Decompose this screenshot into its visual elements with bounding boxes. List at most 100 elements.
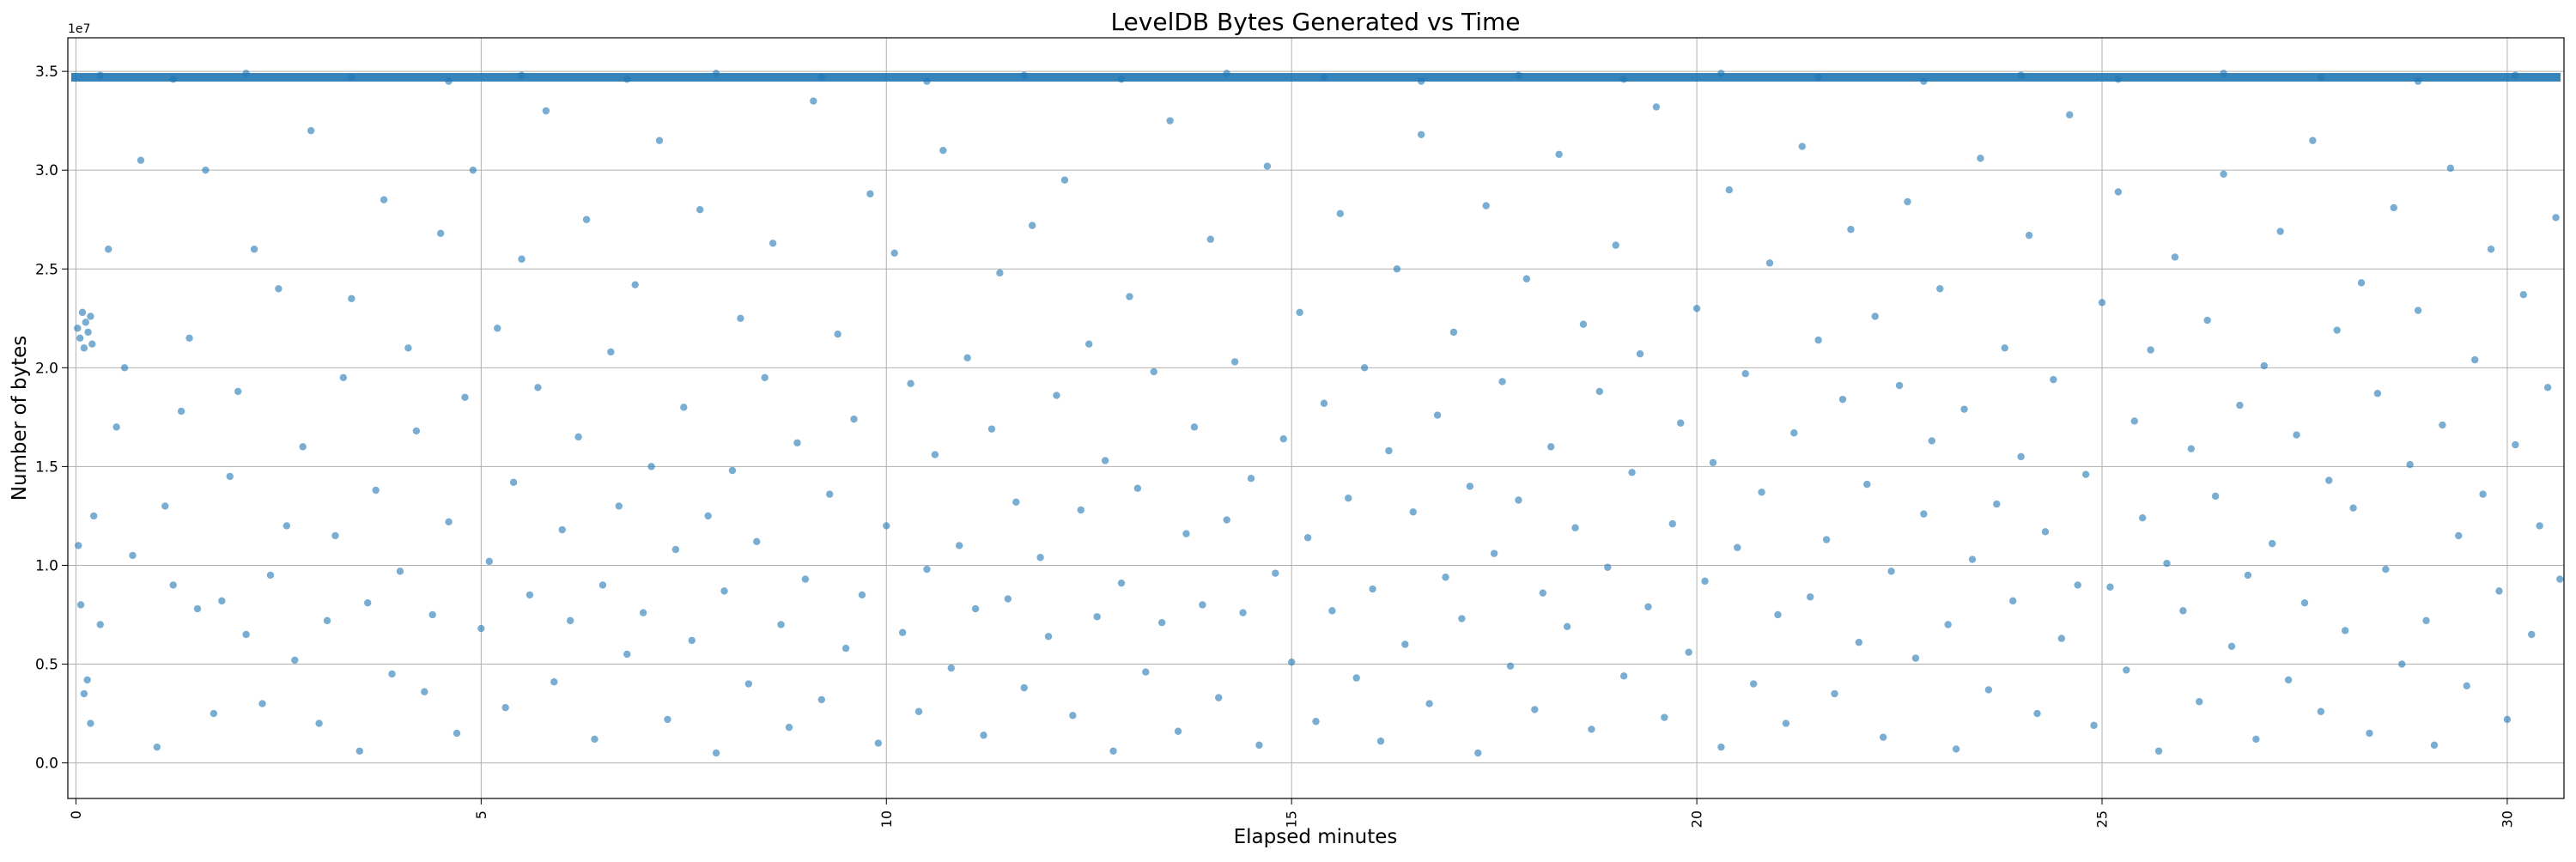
data-point <box>680 404 688 411</box>
data-point <box>2512 440 2519 449</box>
data-point <box>87 719 94 727</box>
data-point <box>283 522 291 530</box>
data-point <box>1223 70 1230 77</box>
data-point <box>1579 320 1588 328</box>
data-point <box>428 610 436 619</box>
data-point <box>1677 419 1685 427</box>
data-point <box>1053 392 1060 399</box>
data-point <box>2066 111 2074 118</box>
x-tick-label: 15 <box>1284 810 1300 828</box>
data-point <box>2430 741 2439 750</box>
data-point <box>923 77 931 85</box>
data-point <box>355 747 363 755</box>
data-point <box>2179 607 2187 615</box>
data-point <box>469 166 477 174</box>
data-point <box>971 604 980 613</box>
data-point <box>1320 399 1328 407</box>
data-point <box>2057 634 2066 642</box>
data-point <box>242 630 250 639</box>
data-point <box>169 581 177 589</box>
data-point <box>2211 492 2220 501</box>
data-point <box>1652 103 1661 111</box>
data-point <box>1701 577 1709 586</box>
data-point <box>1069 712 1077 719</box>
data-point <box>1336 209 1345 218</box>
data-point <box>83 676 91 684</box>
y-tick-label: 3.0 <box>35 162 58 179</box>
data-point <box>2317 707 2325 715</box>
data-point <box>307 126 315 135</box>
data-point <box>396 568 404 575</box>
data-point <box>2300 598 2309 607</box>
data-point <box>2317 73 2325 82</box>
data-point <box>461 393 469 402</box>
data-point <box>785 723 793 731</box>
data-point <box>404 344 412 352</box>
data-point <box>1612 241 1619 249</box>
data-point <box>817 695 825 704</box>
data-point <box>688 636 696 645</box>
data-point <box>558 525 566 534</box>
data-point <box>712 70 720 77</box>
data-point <box>2556 575 2564 583</box>
data-point <box>1150 367 1157 376</box>
data-point <box>1369 585 1376 593</box>
y-tick-label: 0.5 <box>35 657 58 674</box>
data-point <box>348 73 355 82</box>
data-point <box>75 542 82 549</box>
data-point <box>704 512 712 520</box>
data-point <box>1490 549 1498 557</box>
data-point <box>445 77 453 85</box>
data-point <box>129 551 137 560</box>
chart-title: LevelDB Bytes Generated vs Time <box>1110 8 1520 36</box>
data-point <box>177 407 185 416</box>
data-point <box>591 735 598 744</box>
y-tick-label: 2.5 <box>35 261 58 278</box>
data-point <box>1595 387 1604 396</box>
data-point <box>1126 293 1133 300</box>
data-point <box>323 616 331 625</box>
data-point <box>494 325 501 332</box>
data-point <box>1303 534 1312 542</box>
data-point <box>623 650 631 659</box>
data-point <box>1157 618 1166 627</box>
data-point <box>2196 698 2203 706</box>
data-point <box>1433 411 1442 419</box>
data-point <box>1960 405 1968 413</box>
data-point <box>1199 601 1206 609</box>
data-point <box>2276 228 2284 235</box>
data-point <box>1749 680 1758 688</box>
data-point <box>1109 747 1117 755</box>
data-point <box>615 502 623 510</box>
data-point <box>1004 595 1012 603</box>
data-point <box>218 597 226 605</box>
data-point <box>566 616 574 625</box>
data-point <box>2154 747 2163 755</box>
y-tick-label: 1.0 <box>35 557 58 574</box>
data-point <box>1142 668 1150 676</box>
plot-frame <box>67 37 2565 799</box>
data-point <box>1345 495 1352 502</box>
data-point <box>210 709 218 718</box>
data-point <box>112 423 120 431</box>
data-point <box>2325 477 2333 484</box>
data-point <box>858 591 866 599</box>
data-point <box>1077 506 1084 514</box>
data-point <box>2373 390 2382 398</box>
y-tick-label: 1.5 <box>35 458 58 476</box>
data-point <box>372 486 380 495</box>
data-point <box>542 106 550 115</box>
data-point <box>1263 162 1272 170</box>
data-point <box>1417 131 1425 138</box>
data-point <box>1782 719 1790 727</box>
data-point <box>2543 384 2552 392</box>
data-point <box>2090 721 2098 730</box>
data-point <box>1822 536 1831 543</box>
data-point <box>956 542 963 549</box>
data-point <box>987 425 996 433</box>
data-point <box>810 97 817 105</box>
x-tick-label: 10 <box>878 810 895 828</box>
data-point <box>1458 615 1466 622</box>
data-point <box>518 255 526 263</box>
data-point <box>315 719 323 727</box>
